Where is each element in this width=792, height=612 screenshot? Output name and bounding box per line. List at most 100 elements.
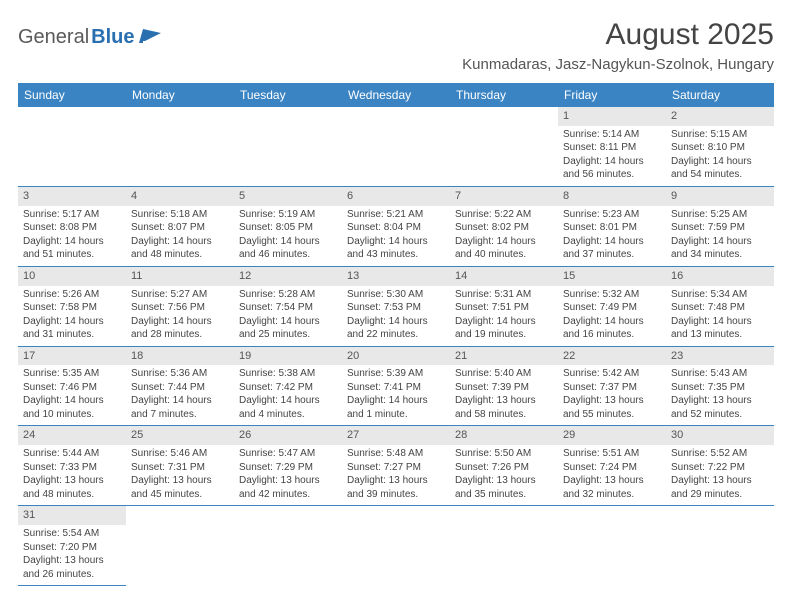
daylight-text: Daylight: 14 hours and 48 minutes. — [131, 235, 229, 262]
calendar-week: 3Sunrise: 5:17 AMSunset: 8:08 PMDaylight… — [18, 187, 774, 267]
sunrise-text: Sunrise: 5:19 AM — [239, 208, 337, 222]
sunset-text: Sunset: 8:08 PM — [23, 221, 121, 235]
sunset-text: Sunset: 7:29 PM — [239, 461, 337, 475]
logo-text-blue: Blue — [91, 26, 134, 49]
sunset-text: Sunset: 7:37 PM — [563, 381, 661, 395]
sunrise-text: Sunrise: 5:15 AM — [671, 128, 769, 142]
sunset-text: Sunset: 7:22 PM — [671, 461, 769, 475]
sunset-text: Sunset: 7:58 PM — [23, 301, 121, 315]
calendar-empty — [558, 506, 666, 586]
calendar-day: 7Sunrise: 5:22 AMSunset: 8:02 PMDaylight… — [450, 187, 558, 266]
calendar-day: 5Sunrise: 5:19 AMSunset: 8:05 PMDaylight… — [234, 187, 342, 266]
day-number: 14 — [450, 267, 558, 286]
day-number: 21 — [450, 347, 558, 366]
sunset-text: Sunset: 8:07 PM — [131, 221, 229, 235]
day-number: 26 — [234, 426, 342, 445]
calendar-day: 23Sunrise: 5:43 AMSunset: 7:35 PMDayligh… — [666, 347, 774, 426]
daylight-text: Daylight: 13 hours and 48 minutes. — [23, 474, 121, 501]
daylight-text: Daylight: 14 hours and 16 minutes. — [563, 315, 661, 342]
calendar-day: 8Sunrise: 5:23 AMSunset: 8:01 PMDaylight… — [558, 187, 666, 266]
daylight-text: Daylight: 14 hours and 31 minutes. — [23, 315, 121, 342]
daylight-text: Daylight: 14 hours and 13 minutes. — [671, 315, 769, 342]
calendar-day: 31Sunrise: 5:54 AMSunset: 7:20 PMDayligh… — [18, 506, 126, 586]
day-number: 20 — [342, 347, 450, 366]
weeks-container: 1Sunrise: 5:14 AMSunset: 8:11 PMDaylight… — [18, 107, 774, 586]
sunset-text: Sunset: 7:33 PM — [23, 461, 121, 475]
calendar-empty — [342, 506, 450, 586]
day-number: 1 — [558, 107, 666, 126]
day-number: 24 — [18, 426, 126, 445]
calendar-empty — [234, 506, 342, 586]
weekday-wednesday: Wednesday — [342, 83, 450, 107]
daylight-text: Daylight: 14 hours and 51 minutes. — [23, 235, 121, 262]
calendar-day: 22Sunrise: 5:42 AMSunset: 7:37 PMDayligh… — [558, 347, 666, 426]
calendar-day: 12Sunrise: 5:28 AMSunset: 7:54 PMDayligh… — [234, 267, 342, 346]
daylight-text: Daylight: 14 hours and 4 minutes. — [239, 394, 337, 421]
calendar-empty — [234, 107, 342, 186]
calendar-day: 4Sunrise: 5:18 AMSunset: 8:07 PMDaylight… — [126, 187, 234, 266]
sunrise-text: Sunrise: 5:34 AM — [671, 288, 769, 302]
day-number: 16 — [666, 267, 774, 286]
daylight-text: Daylight: 14 hours and 7 minutes. — [131, 394, 229, 421]
calendar-day: 14Sunrise: 5:31 AMSunset: 7:51 PMDayligh… — [450, 267, 558, 346]
daylight-text: Daylight: 13 hours and 35 minutes. — [455, 474, 553, 501]
calendar-day: 26 Sunrise: 5:47 AMSunset: 7:29 PMDayligh… — [234, 426, 342, 505]
calendar-week: 17Sunrise: 5:35 AMSunset: 7:46 PMDayligh… — [18, 347, 774, 427]
calendar-day: 19Sunrise: 5:38 AMSunset: 7:42 PMDayligh… — [234, 347, 342, 426]
sunrise-text: Sunrise: 5:52 AM — [671, 447, 769, 461]
calendar-day: 28Sunrise: 5:50 AMSunset: 7:26 PMDayligh… — [450, 426, 558, 505]
weekday-friday: Friday — [558, 83, 666, 107]
calendar-week: 31Sunrise: 5:54 AMSunset: 7:20 PMDayligh… — [18, 506, 774, 586]
calendar-day: 17Sunrise: 5:35 AMSunset: 7:46 PMDayligh… — [18, 347, 126, 426]
sunrise-text: Sunrise: 5:30 AM — [347, 288, 445, 302]
calendar-day: 3Sunrise: 5:17 AMSunset: 8:08 PMDaylight… — [18, 187, 126, 266]
day-number: 4 — [126, 187, 234, 206]
sunrise-text: Sunrise: 5:25 AM — [671, 208, 769, 222]
weekday-thursday: Thursday — [450, 83, 558, 107]
sunrise-text: Sunrise: 5:32 AM — [563, 288, 661, 302]
sunrise-text: Sunrise: 5:28 AM — [239, 288, 337, 302]
sunrise-text: Sunrise: 5:48 AM — [347, 447, 445, 461]
sunset-text: Sunset: 8:10 PM — [671, 141, 769, 155]
sunset-text: Sunset: 7:35 PM — [671, 381, 769, 395]
calendar-day: 1Sunrise: 5:14 AMSunset: 8:11 PMDaylight… — [558, 107, 666, 186]
calendar-day: 18Sunrise: 5:36 AMSunset: 7:44 PMDayligh… — [126, 347, 234, 426]
calendar-week: 24Sunrise: 5:44 AMSunset: 7:33 PMDayligh… — [18, 426, 774, 506]
sunrise-text: Sunrise: 5:17 AM — [23, 208, 121, 222]
day-number: 19 — [234, 347, 342, 366]
sunrise-text: Sunrise: 5:31 AM — [455, 288, 553, 302]
calendar-empty — [126, 506, 234, 586]
daylight-text: Daylight: 14 hours and 46 minutes. — [239, 235, 337, 262]
daylight-text: Daylight: 13 hours and 42 minutes. — [239, 474, 337, 501]
day-number: 9 — [666, 187, 774, 206]
sunset-text: Sunset: 7:41 PM — [347, 381, 445, 395]
daylight-text: Daylight: 14 hours and 22 minutes. — [347, 315, 445, 342]
day-number: 23 — [666, 347, 774, 366]
calendar-day: 30Sunrise: 5:52 AMSunset: 7:22 PMDayligh… — [666, 426, 774, 505]
sunset-text: Sunset: 8:11 PM — [563, 141, 661, 155]
weekday-saturday: Saturday — [666, 83, 774, 107]
sunset-text: Sunset: 8:02 PM — [455, 221, 553, 235]
sunrise-text: Sunrise: 5:51 AM — [563, 447, 661, 461]
sunrise-text: Sunrise: 5:38 AM — [239, 367, 337, 381]
sunrise-text: Sunrise: 5:27 AM — [131, 288, 229, 302]
day-number: 22 — [558, 347, 666, 366]
sunrise-text: Sunrise: 5:40 AM — [455, 367, 553, 381]
day-number: 27 — [342, 426, 450, 445]
daylight-text: Daylight: 13 hours and 58 minutes. — [455, 394, 553, 421]
day-number: 2 — [666, 107, 774, 126]
calendar-empty — [450, 506, 558, 586]
sunrise-text: Sunrise: 5:47 AM — [239, 447, 337, 461]
daylight-text: Daylight: 14 hours and 34 minutes. — [671, 235, 769, 262]
sunset-text: Sunset: 7:53 PM — [347, 301, 445, 315]
location-subtitle: Kunmadaras, Jasz-Nagykun-Szolnok, Hungar… — [462, 56, 774, 73]
sunset-text: Sunset: 7:59 PM — [671, 221, 769, 235]
sunrise-text: Sunrise: 5:36 AM — [131, 367, 229, 381]
calendar-day: 24Sunrise: 5:44 AMSunset: 7:33 PMDayligh… — [18, 426, 126, 505]
sunrise-text: Sunrise: 5:50 AM — [455, 447, 553, 461]
title-block: August 2025 Kunmadaras, Jasz-Nagykun-Szo… — [462, 18, 774, 73]
sunset-text: Sunset: 7:49 PM — [563, 301, 661, 315]
calendar-day: 15Sunrise: 5:32 AMSunset: 7:49 PMDayligh… — [558, 267, 666, 346]
sunset-text: Sunset: 8:01 PM — [563, 221, 661, 235]
sunset-text: Sunset: 8:05 PM — [239, 221, 337, 235]
